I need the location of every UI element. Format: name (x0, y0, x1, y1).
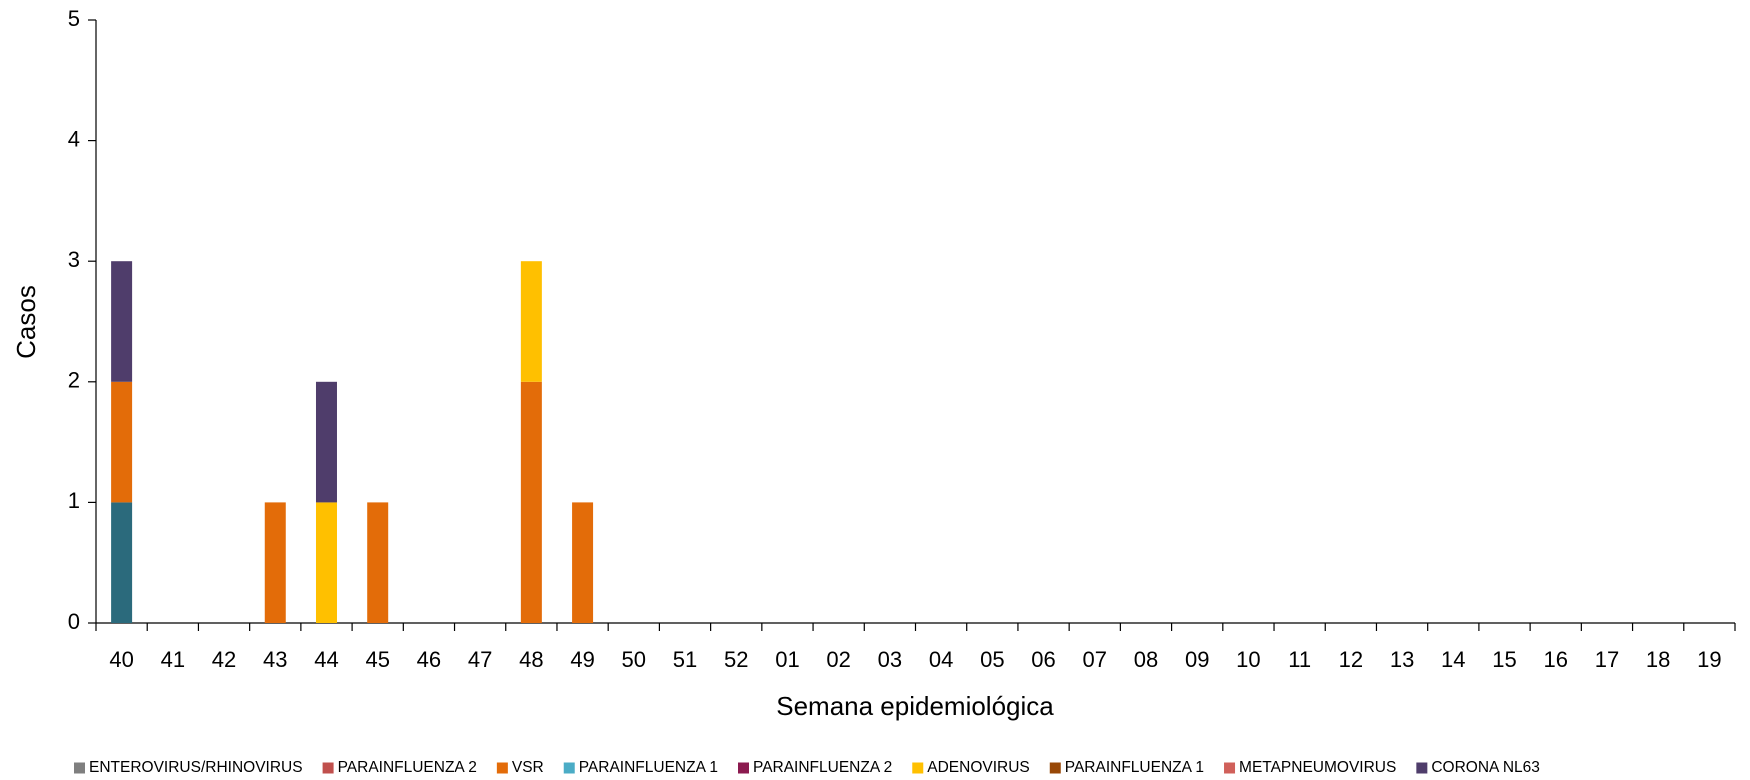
bar-segment (572, 502, 594, 623)
x-tick-label: 48 (519, 647, 543, 672)
legend-swatch (322, 762, 334, 774)
x-tick-label: 16 (1543, 647, 1567, 672)
bar-segment (520, 261, 542, 382)
x-tick-label: 13 (1390, 647, 1414, 672)
y-tick-label: 1 (68, 488, 80, 513)
legend-label: ENTEROVIRUS/RHINOVIRUS (89, 759, 303, 776)
x-tick-label: 42 (212, 647, 236, 672)
legend-label: PARAINFLUENZA 1 (1065, 759, 1204, 776)
x-tick-label: 47 (468, 647, 492, 672)
y-axis-title: Casos (11, 285, 41, 359)
x-tick-label: 52 (724, 647, 748, 672)
x-tick-label: 18 (1646, 647, 1670, 672)
legend-swatch (1416, 762, 1428, 774)
x-tick-label: 07 (1083, 647, 1107, 672)
x-tick-label: 03 (878, 647, 902, 672)
legend-swatch (74, 762, 85, 774)
x-tick-label: 01 (775, 647, 799, 672)
x-tick-label: 05 (980, 647, 1004, 672)
x-tick-label: 46 (417, 647, 441, 672)
legend-label: METAPNEUMOVIRUS (1239, 759, 1396, 776)
x-tick-label: 08 (1134, 647, 1158, 672)
x-tick-label: 19 (1697, 647, 1721, 672)
bar-segment (367, 502, 389, 623)
x-tick-label: 06 (1031, 647, 1055, 672)
y-tick-label: 0 (68, 609, 80, 634)
bar-segment (315, 381, 337, 503)
x-tick-label: 10 (1236, 647, 1260, 672)
legend-swatch (738, 762, 749, 774)
y-tick-label: 5 (68, 6, 80, 31)
x-tick-label: 02 (826, 647, 850, 672)
x-tick-label: 40 (109, 647, 133, 672)
bar-segment (315, 502, 337, 623)
legend-label: ADENOVIRUS (927, 759, 1030, 776)
legend-swatch (1224, 762, 1236, 774)
x-tick-label: 04 (929, 647, 953, 672)
legend-swatch (563, 762, 575, 774)
legend-swatch (912, 762, 924, 774)
x-tick-label: 41 (161, 647, 185, 672)
legend-label: CORONA NL63 (1431, 759, 1540, 776)
x-tick-label: 51 (673, 647, 697, 672)
legend-label: PARAINFLUENZA 2 (753, 759, 892, 776)
x-tick-label: 12 (1339, 647, 1363, 672)
legend-swatch (496, 762, 508, 774)
x-tick-label: 50 (622, 647, 646, 672)
legend-label: PARAINFLUENZA 1 (579, 759, 718, 776)
bar-segment (520, 381, 542, 623)
legend-label: VSR (512, 759, 544, 776)
legend-swatch (1049, 762, 1061, 774)
y-tick-label: 2 (68, 368, 80, 393)
x-tick-label: 14 (1441, 647, 1465, 672)
bar-segment (111, 502, 133, 623)
legend-label: PARAINFLUENZA 2 (338, 759, 477, 776)
x-tick-label: 45 (365, 647, 389, 672)
x-tick-label: 09 (1185, 647, 1209, 672)
x-tick-label: 43 (263, 647, 287, 672)
bar-segment (264, 502, 286, 623)
bar-segment (111, 261, 133, 382)
y-tick-label: 3 (68, 247, 80, 272)
x-tick-label: 11 (1288, 647, 1311, 672)
bar-segment (111, 381, 133, 503)
x-tick-label: 44 (314, 647, 338, 672)
x-tick-label: 49 (570, 647, 594, 672)
x-tick-label: 15 (1492, 647, 1516, 672)
y-tick-label: 4 (68, 126, 80, 151)
x-axis-title: Semana epidemiológica (776, 691, 1054, 721)
x-tick-label: 17 (1595, 647, 1619, 672)
